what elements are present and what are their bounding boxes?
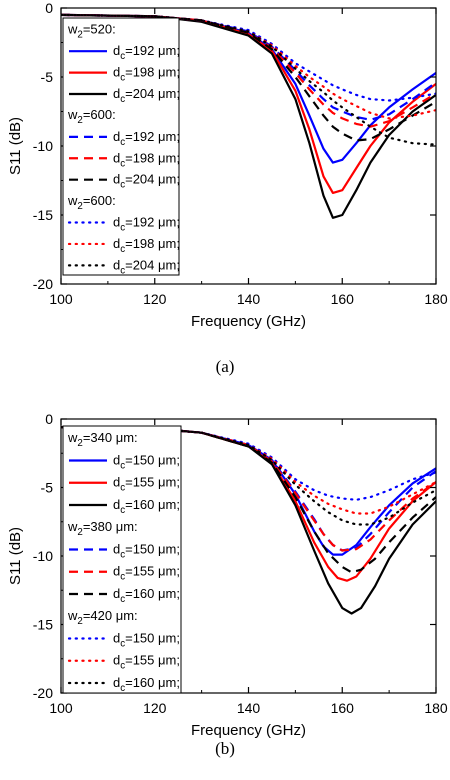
legend-group-title: w2=380 μm: (67, 519, 138, 538)
legend-group-title: w2=600: (67, 107, 116, 126)
x-tick-label: 100 (49, 291, 73, 307)
y-tick-label: -5 (41, 69, 54, 85)
figure-caption: (b) (215, 739, 235, 758)
legend-entry-label: dc=204 μm; (113, 257, 180, 276)
x-axis-label: Frequency (GHz) (191, 313, 306, 330)
legend: w2=520: dc=192 μm; dc=198 μm; dc=204 μm; w2=… (62, 17, 180, 276)
y-tick-label: -15 (33, 207, 53, 223)
chart-panel-b: 100 120 140 160 180 0 -5 -10 -15 -20 Frequency (GH… (7, 411, 448, 758)
legend-entry-label: dc=150 μm; (113, 452, 180, 471)
series-line-6 (61, 13, 436, 142)
legend-entry-label: dc=198 μm; (113, 65, 180, 84)
legend: w2=340 μm: dc=150 μm; dc=155 μm; dc=160 μm;… (62, 425, 182, 694)
legend-entry-label: dc=150 μm; (113, 630, 180, 649)
legend-entry-label: dc=192 μm; (113, 43, 180, 62)
legend-entry-label: dc=155 μm; (113, 653, 180, 672)
x-tick-label: 120 (143, 291, 167, 307)
legend-group-title: w2=340 μm: (67, 430, 138, 449)
x-axis-label: Frequency (GHz) (191, 722, 306, 739)
series-line-7 (61, 13, 436, 102)
legend-box (62, 17, 180, 276)
x-tick-label: 160 (331, 291, 355, 307)
x-tick-label: 120 (143, 700, 167, 716)
legend-group-title: w2=520: (67, 21, 116, 40)
x-tick-label: 180 (424, 291, 448, 307)
legend-entry-label: dc=204 μm; (113, 172, 180, 191)
legend-entry-label: dc=155 μm; (113, 475, 180, 494)
legend-box (62, 425, 182, 694)
y-tick-label: -20 (33, 685, 53, 701)
legend-entry-label: dc=192 μm; (113, 129, 180, 148)
legend-entry-label: dc=198 μm; (113, 150, 180, 169)
series-line-9 (61, 426, 436, 526)
legend-group-title: w2=600: (67, 193, 116, 212)
x-tick-label: 180 (424, 700, 448, 716)
y-tick-label: 0 (45, 411, 53, 427)
x-tick-label: 160 (331, 700, 355, 716)
legend-entry-label: dc=160 μm; (113, 497, 180, 516)
chart-panel-a: 100 120 140 160 180 0 -5 -10 -15 -20 Frequency (GH… (7, 0, 448, 376)
legend-entry-label: dc=155 μm; (113, 564, 180, 583)
figure-caption: (a) (216, 357, 235, 376)
series-line-8 (61, 13, 436, 120)
legend-entry-label: dc=150 μm; (113, 541, 180, 560)
x-tick-label: 140 (237, 700, 261, 716)
y-tick-label: -10 (33, 138, 53, 154)
y-tick-label: -15 (33, 617, 53, 633)
legend-entry-label: dc=198 μm; (113, 236, 180, 255)
legend-entry-label: dc=160 μm; (113, 586, 180, 605)
y-tick-label: -5 (41, 480, 54, 496)
y-tick-label: -20 (33, 276, 53, 292)
series-line-6 (61, 426, 436, 574)
legend-entry-label: dc=204 μm; (113, 86, 180, 105)
legend-entry-label: dc=192 μm; (113, 215, 180, 234)
y-tick-label: 0 (45, 0, 53, 16)
legend-entry-label: dc=160 μm; (113, 675, 180, 694)
legend-group-title: w2=420 μm: (67, 608, 138, 627)
y-tick-label: -10 (33, 548, 53, 564)
y-axis-label: S11 (dB) (7, 117, 24, 175)
x-tick-label: 140 (237, 291, 261, 307)
series-line-3 (61, 13, 436, 219)
x-tick-label: 100 (49, 700, 73, 716)
y-axis-label: S11 (dB) (7, 527, 24, 585)
